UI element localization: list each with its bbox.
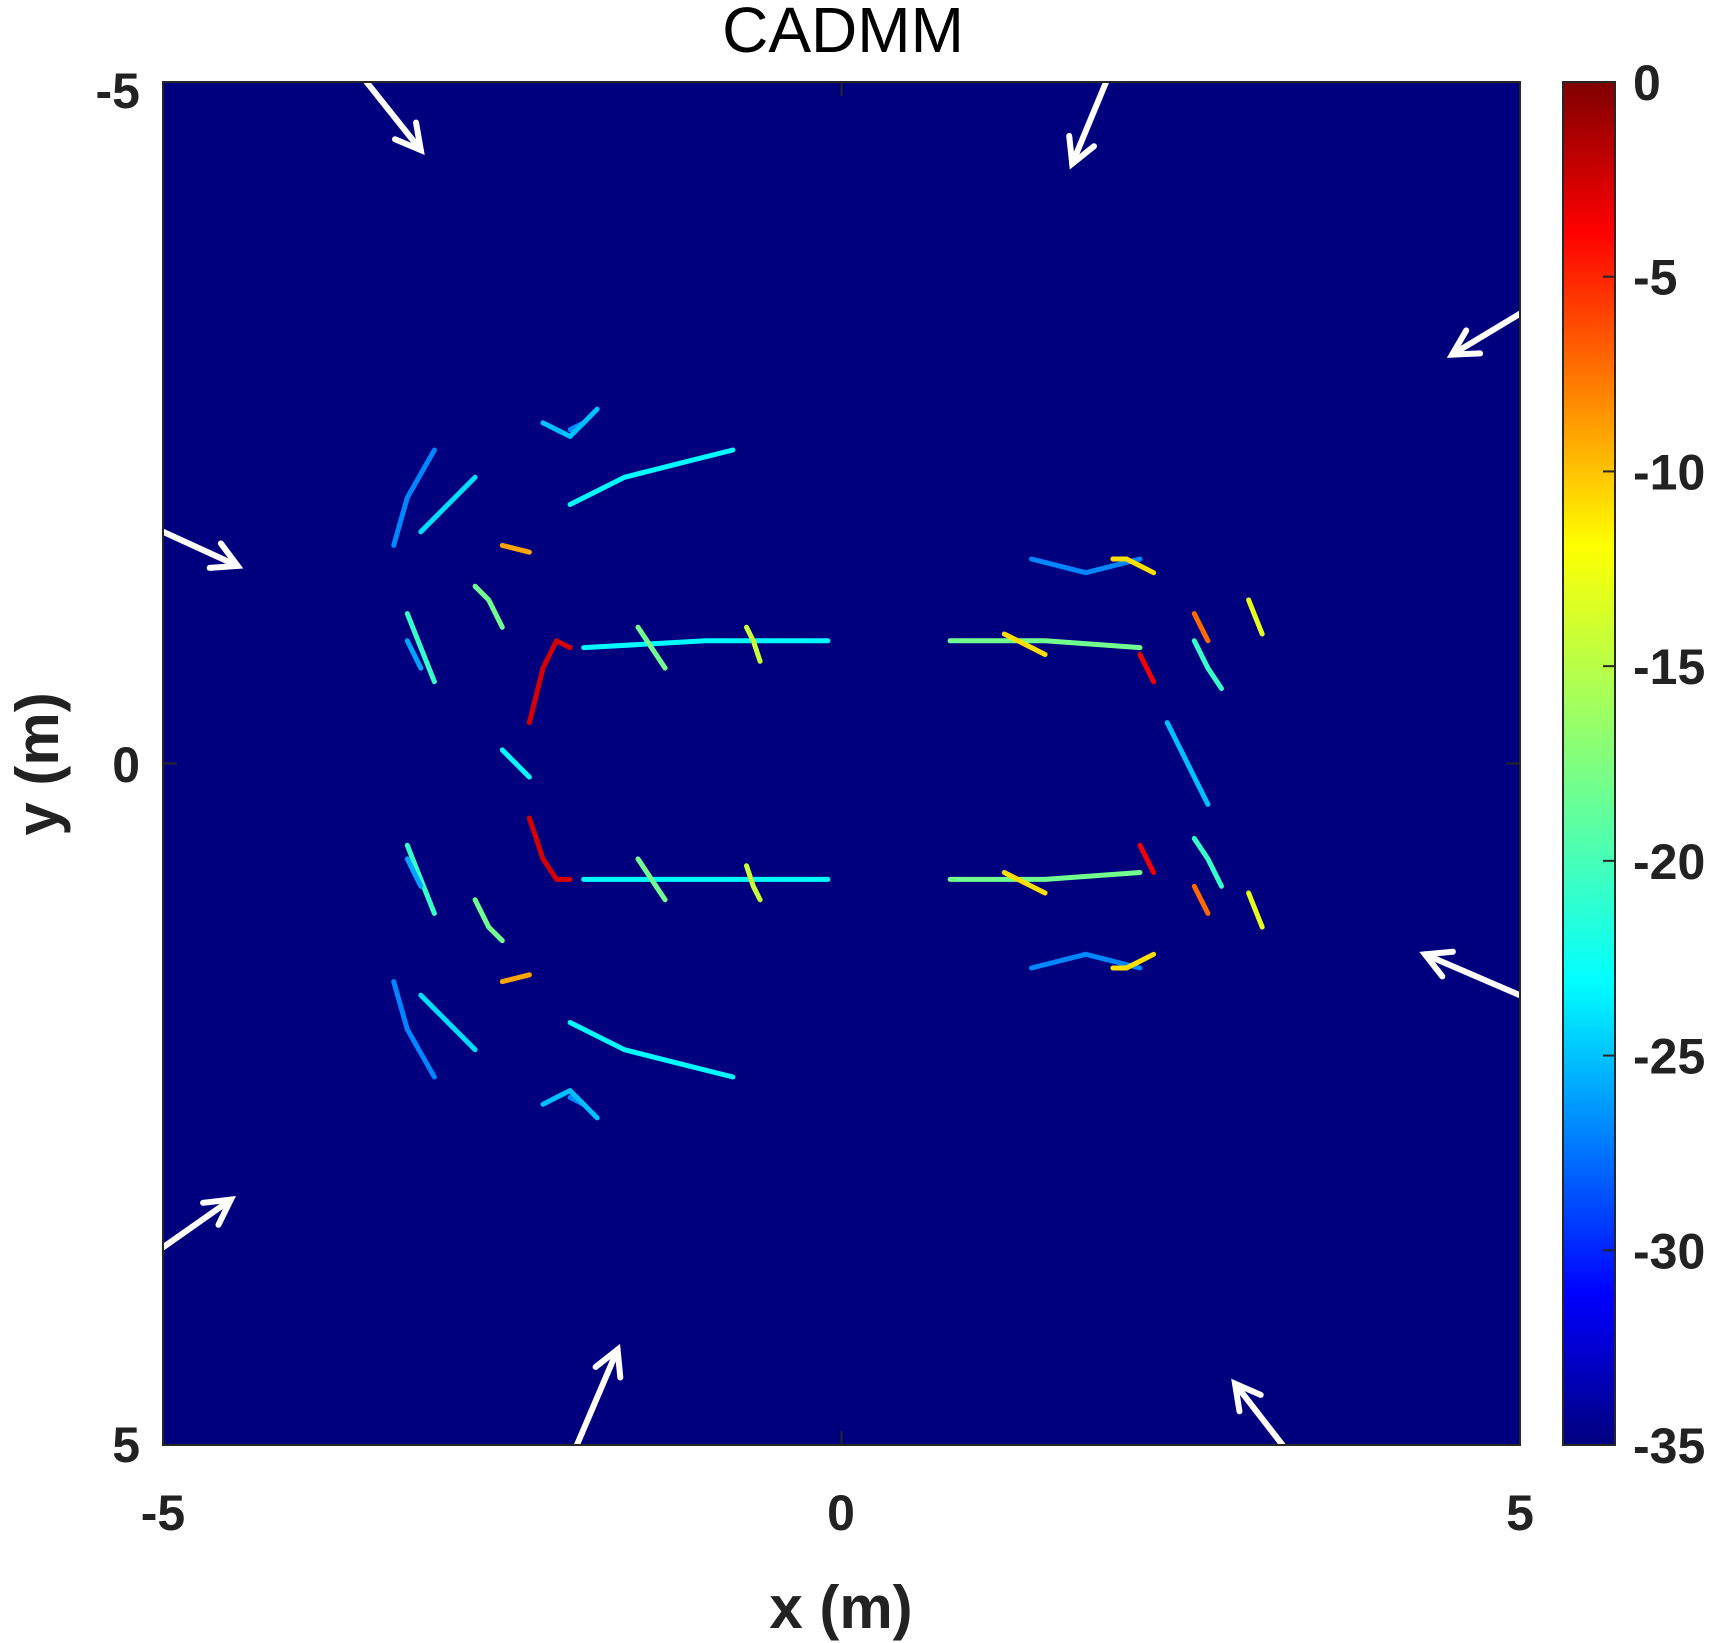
heatmap-feature <box>1110 556 1157 576</box>
heatmap-feature <box>567 1020 736 1080</box>
direction-arrow <box>1231 1378 1286 1448</box>
direction-arrows <box>160 79 1523 1448</box>
colorbar-tick-label: -15 <box>1633 639 1705 695</box>
colorbar-tick-label: -5 <box>1633 250 1677 306</box>
heatmap-feature <box>1246 890 1265 930</box>
heatmap-feature <box>499 542 532 555</box>
heatmap-feature <box>404 842 437 916</box>
heatmap-feature <box>635 624 668 671</box>
axis-ticks <box>162 81 1521 1446</box>
y-tick-label: 5 <box>112 1417 140 1473</box>
heatmap-feature <box>1137 652 1157 685</box>
direction-arrow <box>160 528 244 571</box>
heatmap-features <box>391 406 1265 1121</box>
x-tick-label: 5 <box>1506 1485 1534 1541</box>
heatmap-feature <box>1191 638 1224 691</box>
heatmap-feature <box>1191 836 1224 889</box>
direction-arrow <box>1066 79 1110 170</box>
colorbar-tick-label: -30 <box>1633 1223 1705 1279</box>
plot-area <box>163 82 1520 1445</box>
heatmap-feature <box>391 979 437 1080</box>
colorbar-tick-label: -20 <box>1633 834 1705 890</box>
direction-arrow <box>573 1343 624 1448</box>
chart-title: CADMM <box>722 0 964 66</box>
heatmap-feature <box>1246 597 1265 637</box>
heatmap-feature <box>1164 720 1211 807</box>
heatmap-feature <box>499 972 532 985</box>
heatmap-feature <box>1137 842 1157 875</box>
heatmap-feature <box>1029 951 1143 971</box>
heatmap-feature <box>1001 870 1048 896</box>
y-tick-label: -5 <box>96 63 140 119</box>
heatmap-feature <box>540 1088 600 1121</box>
heatmap-feature <box>947 638 1143 651</box>
heatmap-feature <box>472 897 505 944</box>
heatmap-feature <box>744 624 763 664</box>
heatmap-feature <box>1191 611 1211 644</box>
x-tick-label: 0 <box>827 1485 855 1541</box>
colorbar-tick-label: -10 <box>1633 444 1705 500</box>
heatmap-feature <box>540 406 600 439</box>
heatmap-feature <box>418 992 478 1053</box>
heatmap-feature <box>526 638 573 726</box>
heatmap-feature <box>499 747 532 780</box>
y-tick-label: 0 <box>112 737 140 793</box>
direction-arrow <box>160 1196 236 1251</box>
colorbar-ticks: 0 -5 -10 -15 -20 -25 -30 -35 <box>1603 55 1705 1474</box>
direction-arrow <box>1419 948 1523 999</box>
heatmap-feature <box>1191 883 1211 916</box>
colorbar-tick-label: -35 <box>1633 1418 1705 1474</box>
heatmap-feature <box>581 638 831 651</box>
heatmap-feature <box>1110 951 1157 971</box>
x-axis-label: x (m) <box>769 1574 912 1641</box>
heatmap-feature <box>744 863 763 903</box>
direction-arrow <box>363 79 425 156</box>
heatmap-feature <box>567 447 736 507</box>
heatmap-feature <box>1001 631 1048 657</box>
colorbar <box>1562 81 1616 1446</box>
x-tick-label: -5 <box>141 1485 185 1541</box>
heatmap-feature <box>404 611 437 685</box>
heatmap-feature <box>472 583 505 630</box>
heatmap-feature <box>526 815 573 882</box>
heatmap-feature <box>1029 556 1143 576</box>
colorbar-tick-label: -25 <box>1633 1029 1705 1085</box>
heatmap-feature <box>391 447 437 548</box>
heatmap-feature <box>404 856 424 889</box>
direction-arrow <box>1446 310 1523 358</box>
heatmap-feature <box>947 870 1143 882</box>
heatmap-feature <box>418 474 478 535</box>
heatmap-feature <box>635 856 668 903</box>
y-axis-label: y (m) <box>4 692 71 835</box>
colorbar-tick-label: 0 <box>1633 55 1661 111</box>
heatmap-feature <box>404 638 424 671</box>
